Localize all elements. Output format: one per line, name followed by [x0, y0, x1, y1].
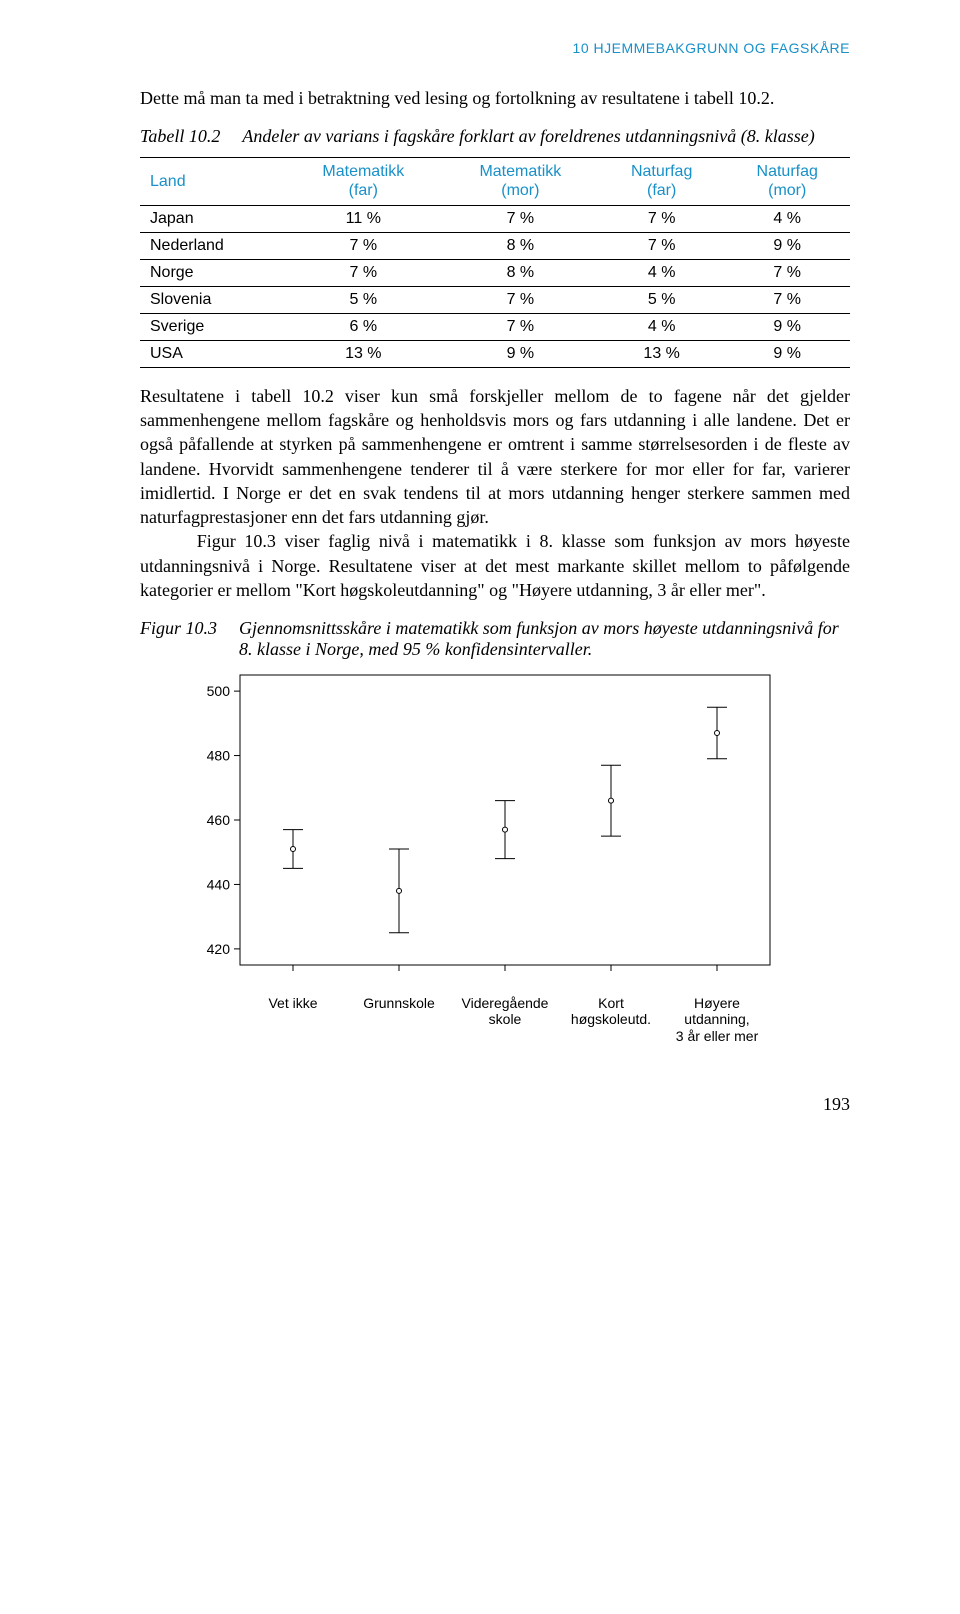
- cell-value: 9 %: [442, 340, 599, 367]
- cell-value: 7 %: [599, 232, 725, 259]
- cell-country: Slovenia: [140, 286, 285, 313]
- cell-value: 9 %: [724, 340, 850, 367]
- chart-x-label: Høyereutdanning,3 år eller mer: [664, 995, 770, 1043]
- cell-value: 13 %: [599, 340, 725, 367]
- cell-value: 7 %: [599, 205, 725, 232]
- running-header: 10 HJEMMEBAKGRUNN OG FAGSKÅRE: [140, 40, 850, 56]
- figure-caption-label: Figur 10.3: [140, 618, 217, 639]
- table-row: Japan11 %7 %7 %4 %: [140, 205, 850, 232]
- cell-value: 6 %: [285, 313, 442, 340]
- variance-table: Land Matematikk (far) Matematikk (mor) N…: [140, 157, 850, 367]
- cell-value: 4 %: [599, 259, 725, 286]
- intro-paragraph: Dette må man ta med i betraktning ved le…: [140, 86, 850, 110]
- col-matematikk-mor: Matematikk (mor): [442, 158, 599, 205]
- col-matematikk-far: Matematikk (far): [285, 158, 442, 205]
- cell-value: 7 %: [285, 259, 442, 286]
- table-header-row: Land Matematikk (far) Matematikk (mor) N…: [140, 158, 850, 205]
- cell-value: 5 %: [599, 286, 725, 313]
- table-row: Sverige6 %7 %4 %9 %: [140, 313, 850, 340]
- cell-value: 7 %: [724, 286, 850, 313]
- chart-x-label: Korthøgskoleutd.: [558, 995, 664, 1043]
- col-naturfag-mor: Naturfag (mor): [724, 158, 850, 205]
- cell-value: 7 %: [442, 313, 599, 340]
- page-number: 193: [140, 1094, 850, 1115]
- cell-value: 8 %: [442, 232, 599, 259]
- chart-x-label: Vet ikke: [240, 995, 346, 1043]
- table-caption-text: Andeler av varians i fagskåre forklart a…: [242, 126, 850, 147]
- cell-value: 13 %: [285, 340, 442, 367]
- svg-text:440: 440: [207, 877, 231, 893]
- table-caption-label: Tabell 10.2: [140, 126, 220, 147]
- cell-value: 11 %: [285, 205, 442, 232]
- table-row: Slovenia5 %7 %5 %7 %: [140, 286, 850, 313]
- cell-country: Japan: [140, 205, 285, 232]
- cell-country: USA: [140, 340, 285, 367]
- cell-value: 7 %: [724, 259, 850, 286]
- cell-value: 7 %: [442, 205, 599, 232]
- cell-value: 7 %: [442, 286, 599, 313]
- table-caption: Tabell 10.2 Andeler av varians i fagskår…: [140, 126, 850, 147]
- cell-value: 9 %: [724, 232, 850, 259]
- svg-text:460: 460: [207, 812, 231, 828]
- figure-caption-text: Gjennomsnittsskåre i matematikk som funk…: [239, 618, 850, 660]
- cell-value: 4 %: [724, 205, 850, 232]
- chart-svg: 420 440 460 480 500: [180, 670, 780, 990]
- figure-caption: Figur 10.3 Gjennomsnittsskåre i matemati…: [140, 618, 850, 660]
- cell-value: 7 %: [285, 232, 442, 259]
- chart-x-label: Videregåendeskole: [452, 995, 558, 1043]
- table-row: USA13 %9 %13 %9 %: [140, 340, 850, 367]
- svg-text:420: 420: [207, 941, 231, 957]
- cell-country: Nederland: [140, 232, 285, 259]
- svg-text:500: 500: [207, 683, 231, 699]
- cell-country: Sverige: [140, 313, 285, 340]
- svg-text:480: 480: [207, 748, 231, 764]
- cell-value: 5 %: [285, 286, 442, 313]
- errorbar-chart: 420 440 460 480 500 Vet ikkeGrunnskoleVidere…: [180, 670, 850, 1043]
- cell-country: Norge: [140, 259, 285, 286]
- col-land: Land: [140, 158, 285, 205]
- cell-value: 8 %: [442, 259, 599, 286]
- cell-value: 4 %: [599, 313, 725, 340]
- cell-value: 9 %: [724, 313, 850, 340]
- table-row: Norge7 %8 %4 %7 %: [140, 259, 850, 286]
- discussion-p2: Figur 10.3 viser faglig nivå i matematik…: [140, 531, 850, 600]
- main-discussion: Resultatene i tabell 10.2 viser kun små …: [140, 384, 850, 603]
- col-naturfag-far: Naturfag (far): [599, 158, 725, 205]
- chart-x-label: Grunnskole: [346, 995, 452, 1043]
- table-row: Nederland7 %8 %7 %9 %: [140, 232, 850, 259]
- discussion-p1: Resultatene i tabell 10.2 viser kun små …: [140, 386, 850, 527]
